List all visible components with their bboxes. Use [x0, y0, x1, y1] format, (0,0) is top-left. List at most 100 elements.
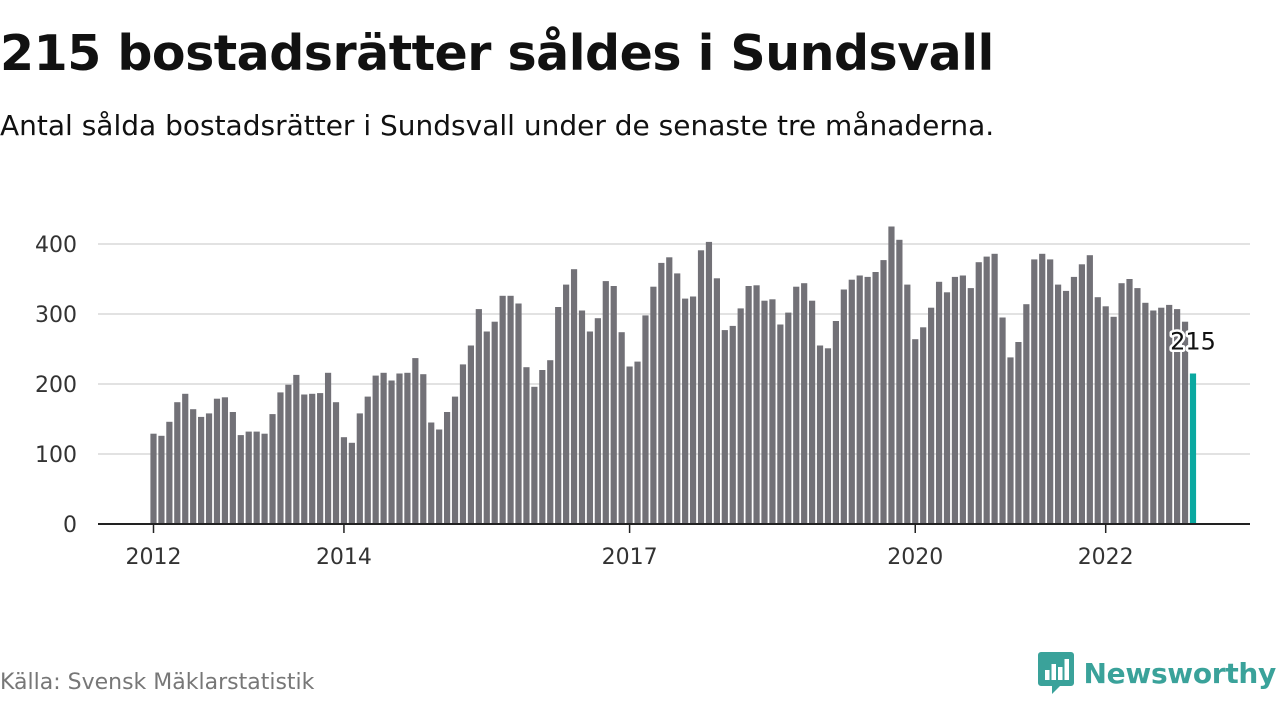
- bar: [1158, 307, 1165, 524]
- bar: [745, 286, 752, 524]
- bar: [539, 370, 546, 524]
- bar: [467, 345, 474, 524]
- bar: [634, 361, 641, 524]
- y-tick-label: 100: [35, 443, 77, 468]
- bar: [999, 317, 1006, 524]
- bar: [451, 396, 459, 524]
- bar: [991, 253, 998, 525]
- bar: [348, 442, 355, 524]
- bar: [1126, 279, 1133, 524]
- bar-chart: 0 100 200 300 400 215 2012 2014 2017 2020 2022: [35, 226, 1250, 570]
- bar: [769, 299, 776, 524]
- y-tick-label: 200: [35, 373, 77, 398]
- bar: [491, 321, 498, 524]
- highlight-data-label: 215: [1170, 328, 1216, 356]
- x-tick-label: 2014: [316, 545, 372, 570]
- x-tick-label: 2022: [1078, 545, 1134, 570]
- bar: [158, 435, 165, 524]
- bar: [1070, 276, 1078, 524]
- bar: [713, 278, 720, 524]
- bar: [610, 286, 617, 524]
- bar: [380, 372, 387, 524]
- bar: [570, 269, 578, 524]
- bar: [618, 332, 625, 524]
- bar: [499, 295, 506, 524]
- bar: [436, 429, 443, 524]
- bar: [1174, 309, 1181, 524]
- bar: [920, 327, 927, 524]
- bar: [547, 360, 554, 524]
- bar: [150, 433, 157, 524]
- bar: [483, 331, 490, 524]
- bar: [205, 413, 213, 524]
- bar: [1054, 284, 1062, 524]
- bar: [285, 384, 292, 524]
- bar: [269, 414, 276, 524]
- y-tick-label: 300: [35, 303, 77, 328]
- bar: [928, 307, 935, 524]
- bar: [578, 310, 586, 524]
- bar: [872, 272, 879, 524]
- bar: [761, 300, 768, 524]
- bar: [182, 393, 189, 524]
- bar: [1102, 306, 1109, 524]
- bar: [1078, 264, 1085, 524]
- bars: [150, 226, 1197, 525]
- x-tick-label: 2020: [887, 545, 943, 570]
- data-labels: 215: [1168, 325, 1219, 358]
- bar: [563, 284, 570, 524]
- bar: [666, 257, 673, 524]
- bar: [404, 372, 411, 524]
- bar: [1007, 357, 1014, 524]
- bar: [777, 324, 784, 524]
- bar: [190, 409, 197, 524]
- bar: [1047, 259, 1054, 524]
- bar: [198, 416, 205, 524]
- bar: [737, 308, 744, 524]
- bar: [166, 421, 173, 524]
- bar: [809, 300, 816, 524]
- bar: [428, 422, 435, 524]
- bar: [832, 321, 840, 524]
- bar: [594, 318, 601, 524]
- source-note: Källa: Svensk Mäklarstatistik: [0, 670, 315, 695]
- bar: [1062, 290, 1070, 524]
- bar: [793, 286, 800, 524]
- bar: [642, 315, 649, 524]
- bar: [967, 288, 974, 524]
- bar: [1166, 304, 1173, 524]
- bar: [912, 339, 919, 524]
- y-axis-ticks: 0 100 200 300 400: [35, 233, 77, 538]
- bar: [880, 260, 887, 524]
- bar: [658, 262, 665, 524]
- bar: [824, 348, 832, 524]
- bar: [650, 286, 657, 524]
- bar: [515, 303, 522, 524]
- bar: [951, 276, 959, 524]
- bar: [983, 256, 990, 524]
- bar: [261, 433, 268, 524]
- bar: [1134, 288, 1141, 524]
- bar: [689, 296, 697, 524]
- bar: [324, 372, 332, 524]
- bar: [174, 402, 181, 524]
- bar: [1150, 310, 1157, 524]
- bar: [935, 281, 943, 524]
- bar: [697, 250, 705, 525]
- chart-subtitle: Antal sålda bostadsrätter i Sundsvall un…: [0, 109, 995, 142]
- bar: [245, 431, 252, 524]
- bar: [1039, 253, 1046, 525]
- bar: [840, 289, 847, 524]
- bar-highlighted: [1189, 373, 1197, 524]
- bar: [721, 330, 728, 524]
- bar: [372, 375, 379, 524]
- bar: [1015, 342, 1022, 524]
- bar: [507, 295, 514, 524]
- bar: [785, 312, 792, 524]
- bar: [443, 412, 451, 524]
- y-tick-label: 400: [35, 233, 77, 258]
- bar: [356, 413, 363, 524]
- bar: [213, 398, 221, 524]
- bar: [332, 402, 340, 524]
